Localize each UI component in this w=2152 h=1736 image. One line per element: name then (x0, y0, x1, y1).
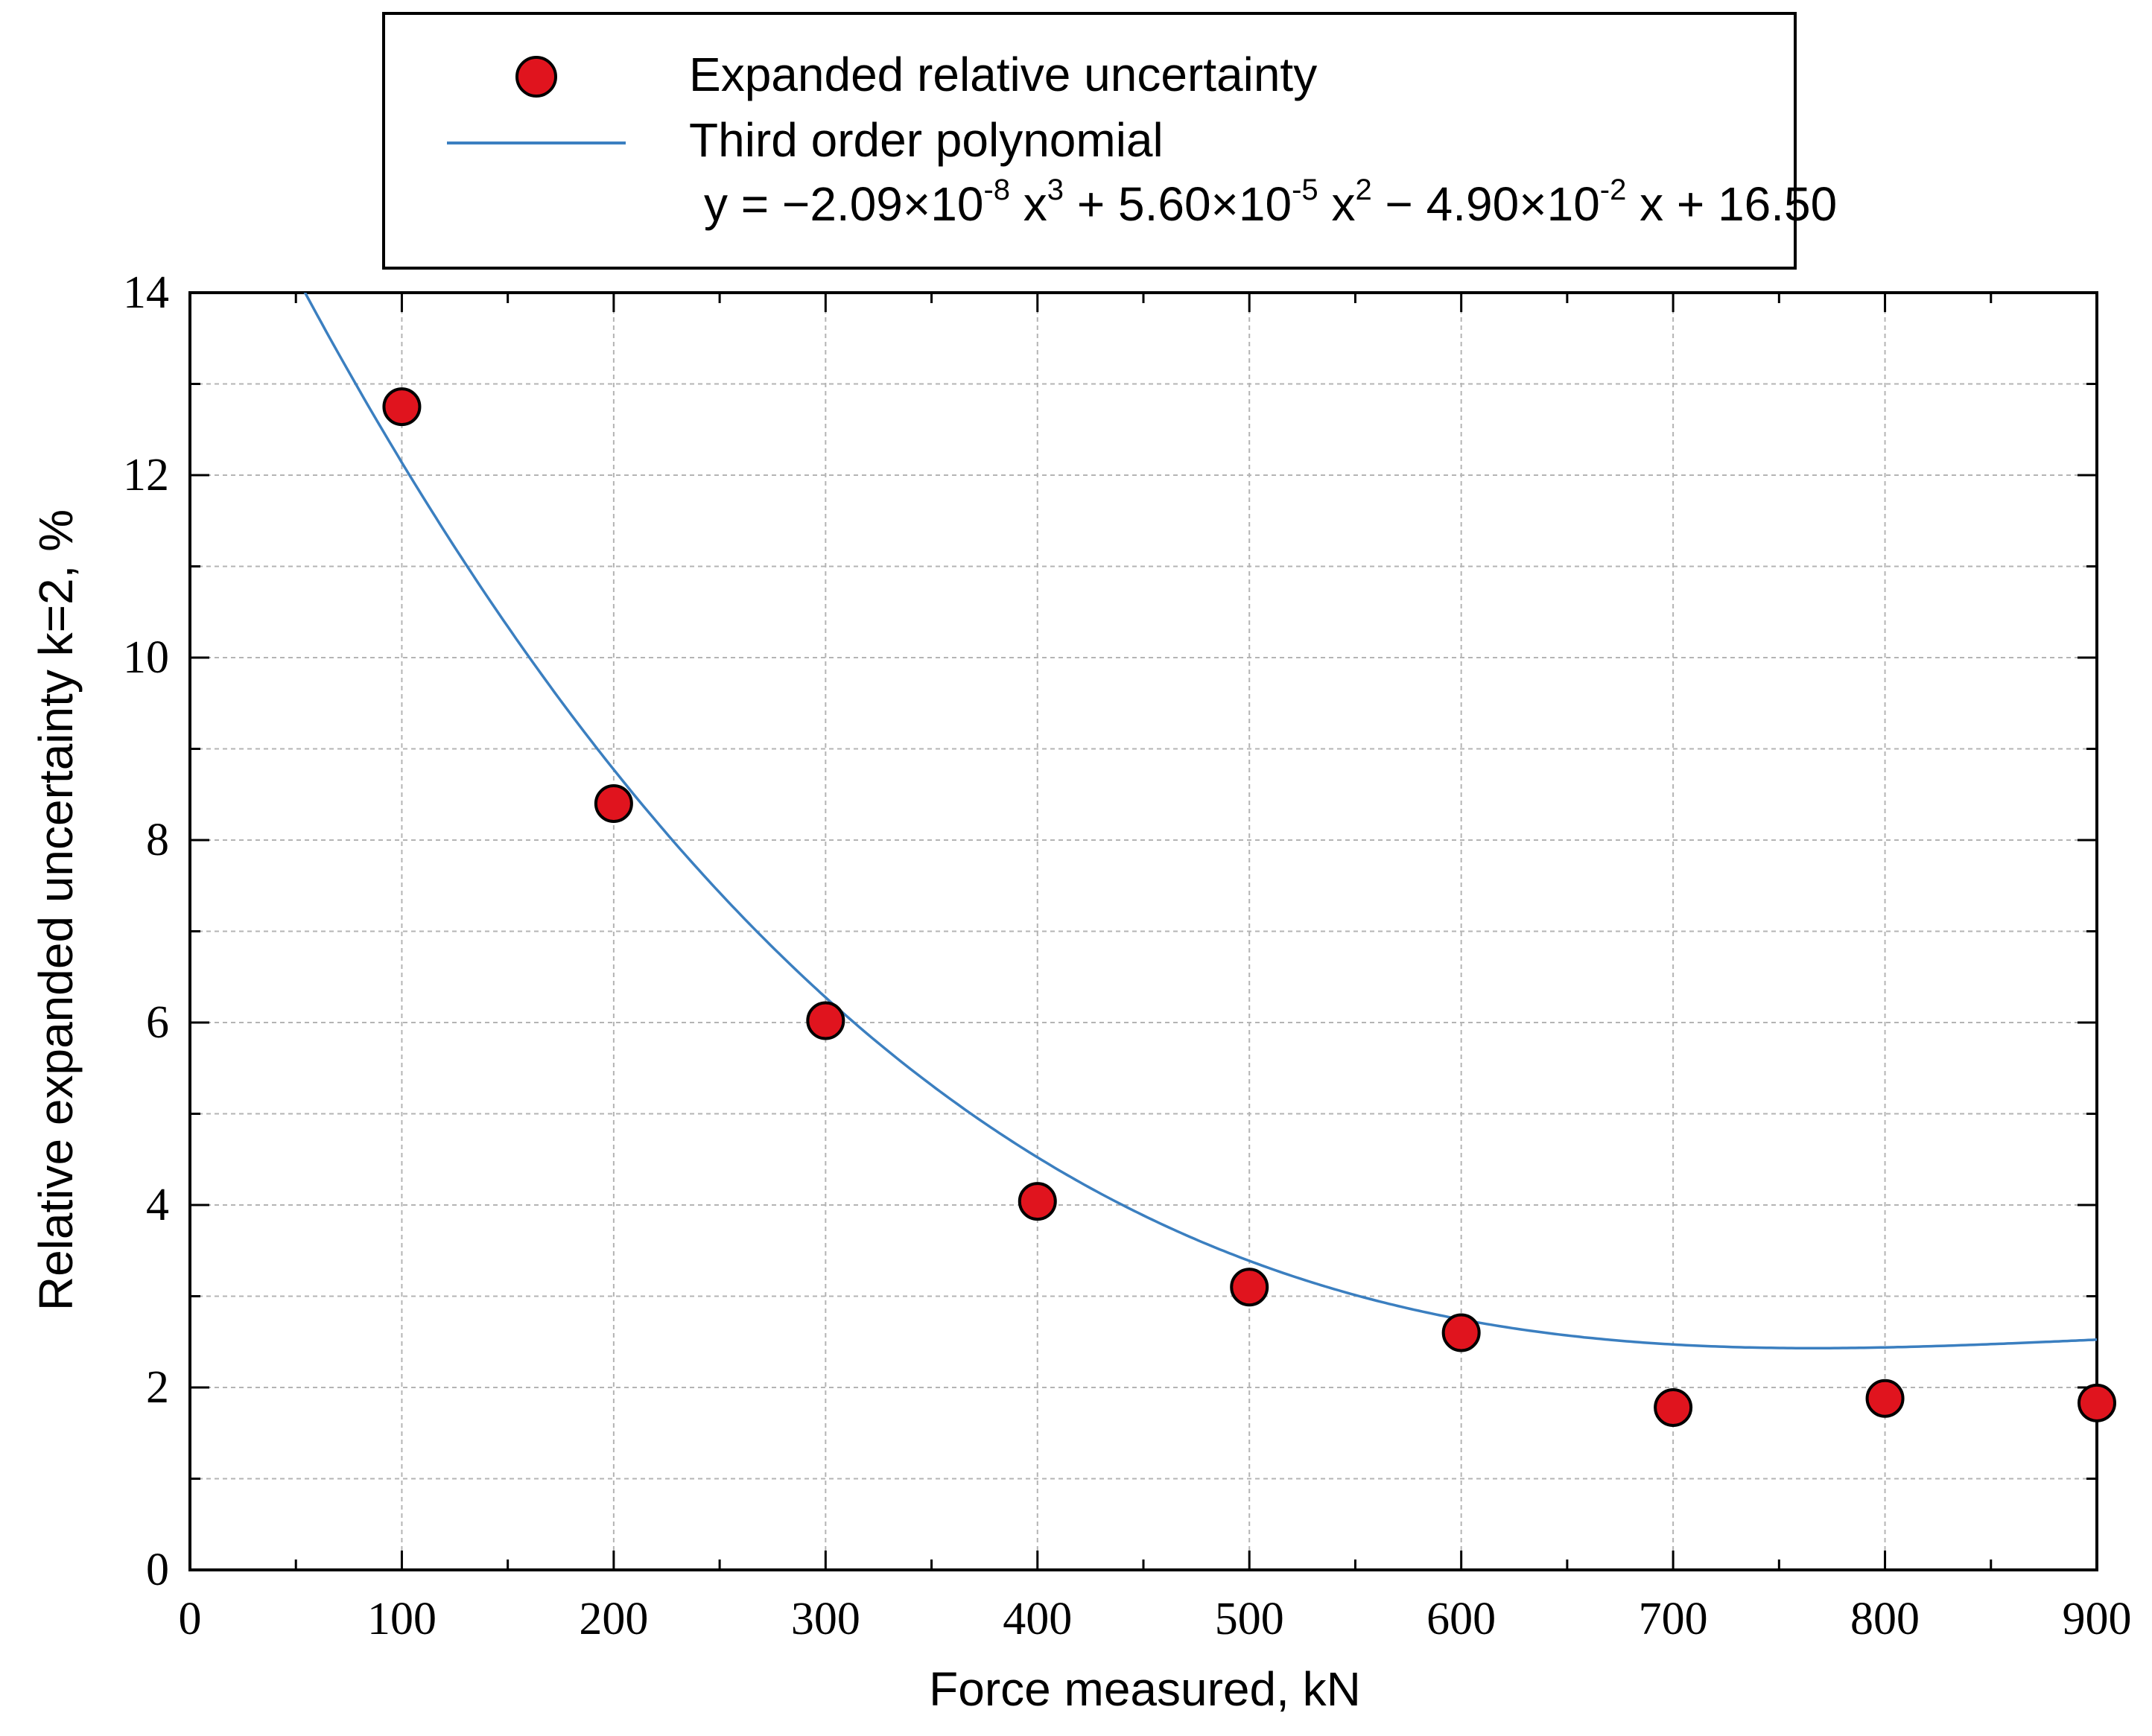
tick-labels: 0 100 200 300 400 500 600 700 800 900 0 2 4 6 8 10 12 14 (123, 267, 2132, 1644)
data-point (382, 387, 422, 427)
x-tick-label: 0 (179, 1594, 202, 1644)
y-tick-label: 8 (146, 815, 169, 865)
y-tick-label: 12 (123, 450, 169, 500)
x-tick-label: 900 (2063, 1594, 2132, 1644)
y-tick-label: 4 (146, 1180, 169, 1230)
x-tick-label: 300 (791, 1594, 860, 1644)
fit-curve-layer (303, 293, 2097, 1349)
x-tick-label: 100 (367, 1594, 437, 1644)
x-tick-label: 800 (1850, 1594, 1920, 1644)
data-point (1654, 1387, 1693, 1427)
y-tick-label: 2 (146, 1362, 169, 1413)
y-tick-label: 0 (146, 1545, 169, 1595)
data-point (1018, 1182, 1057, 1221)
y-tick-label: 6 (146, 997, 169, 1048)
data-point (1865, 1379, 1905, 1418)
legend-marker-points (515, 56, 557, 98)
legend-label-curve: Third order polynomial (689, 113, 1164, 167)
data-point (2078, 1383, 2116, 1422)
data-points (382, 387, 2116, 1427)
x-tick-label: 200 (579, 1594, 648, 1644)
x-tick-label: 600 (1426, 1594, 1496, 1644)
legend-frame (382, 12, 1797, 270)
x-axis-title: Force measured, kN (929, 1662, 1361, 1716)
x-tick-label: 700 (1639, 1594, 1708, 1644)
x-tick-label: 400 (1003, 1594, 1072, 1644)
legend-equation: y = −2.09×10-8 x3 + 5.60×10-5 x2 − 4.90×… (704, 174, 1837, 231)
data-point (1441, 1313, 1481, 1352)
axes (188, 291, 2098, 1571)
x-tick-label: 500 (1215, 1594, 1284, 1644)
y-axis-title: Relative expanded uncertainty k=2, % (29, 509, 83, 1311)
y-tick-label: 14 (123, 267, 169, 318)
data-point (594, 784, 633, 823)
y-tick-label: 10 (123, 632, 169, 683)
legend: Expanded relative uncertainty Third orde… (382, 12, 1837, 270)
legend-label-points: Expanded relative uncertainty (689, 48, 1317, 101)
data-point (1230, 1268, 1269, 1307)
fit-curve (303, 293, 2097, 1349)
data-point (806, 1001, 845, 1040)
grid (190, 293, 2097, 1570)
